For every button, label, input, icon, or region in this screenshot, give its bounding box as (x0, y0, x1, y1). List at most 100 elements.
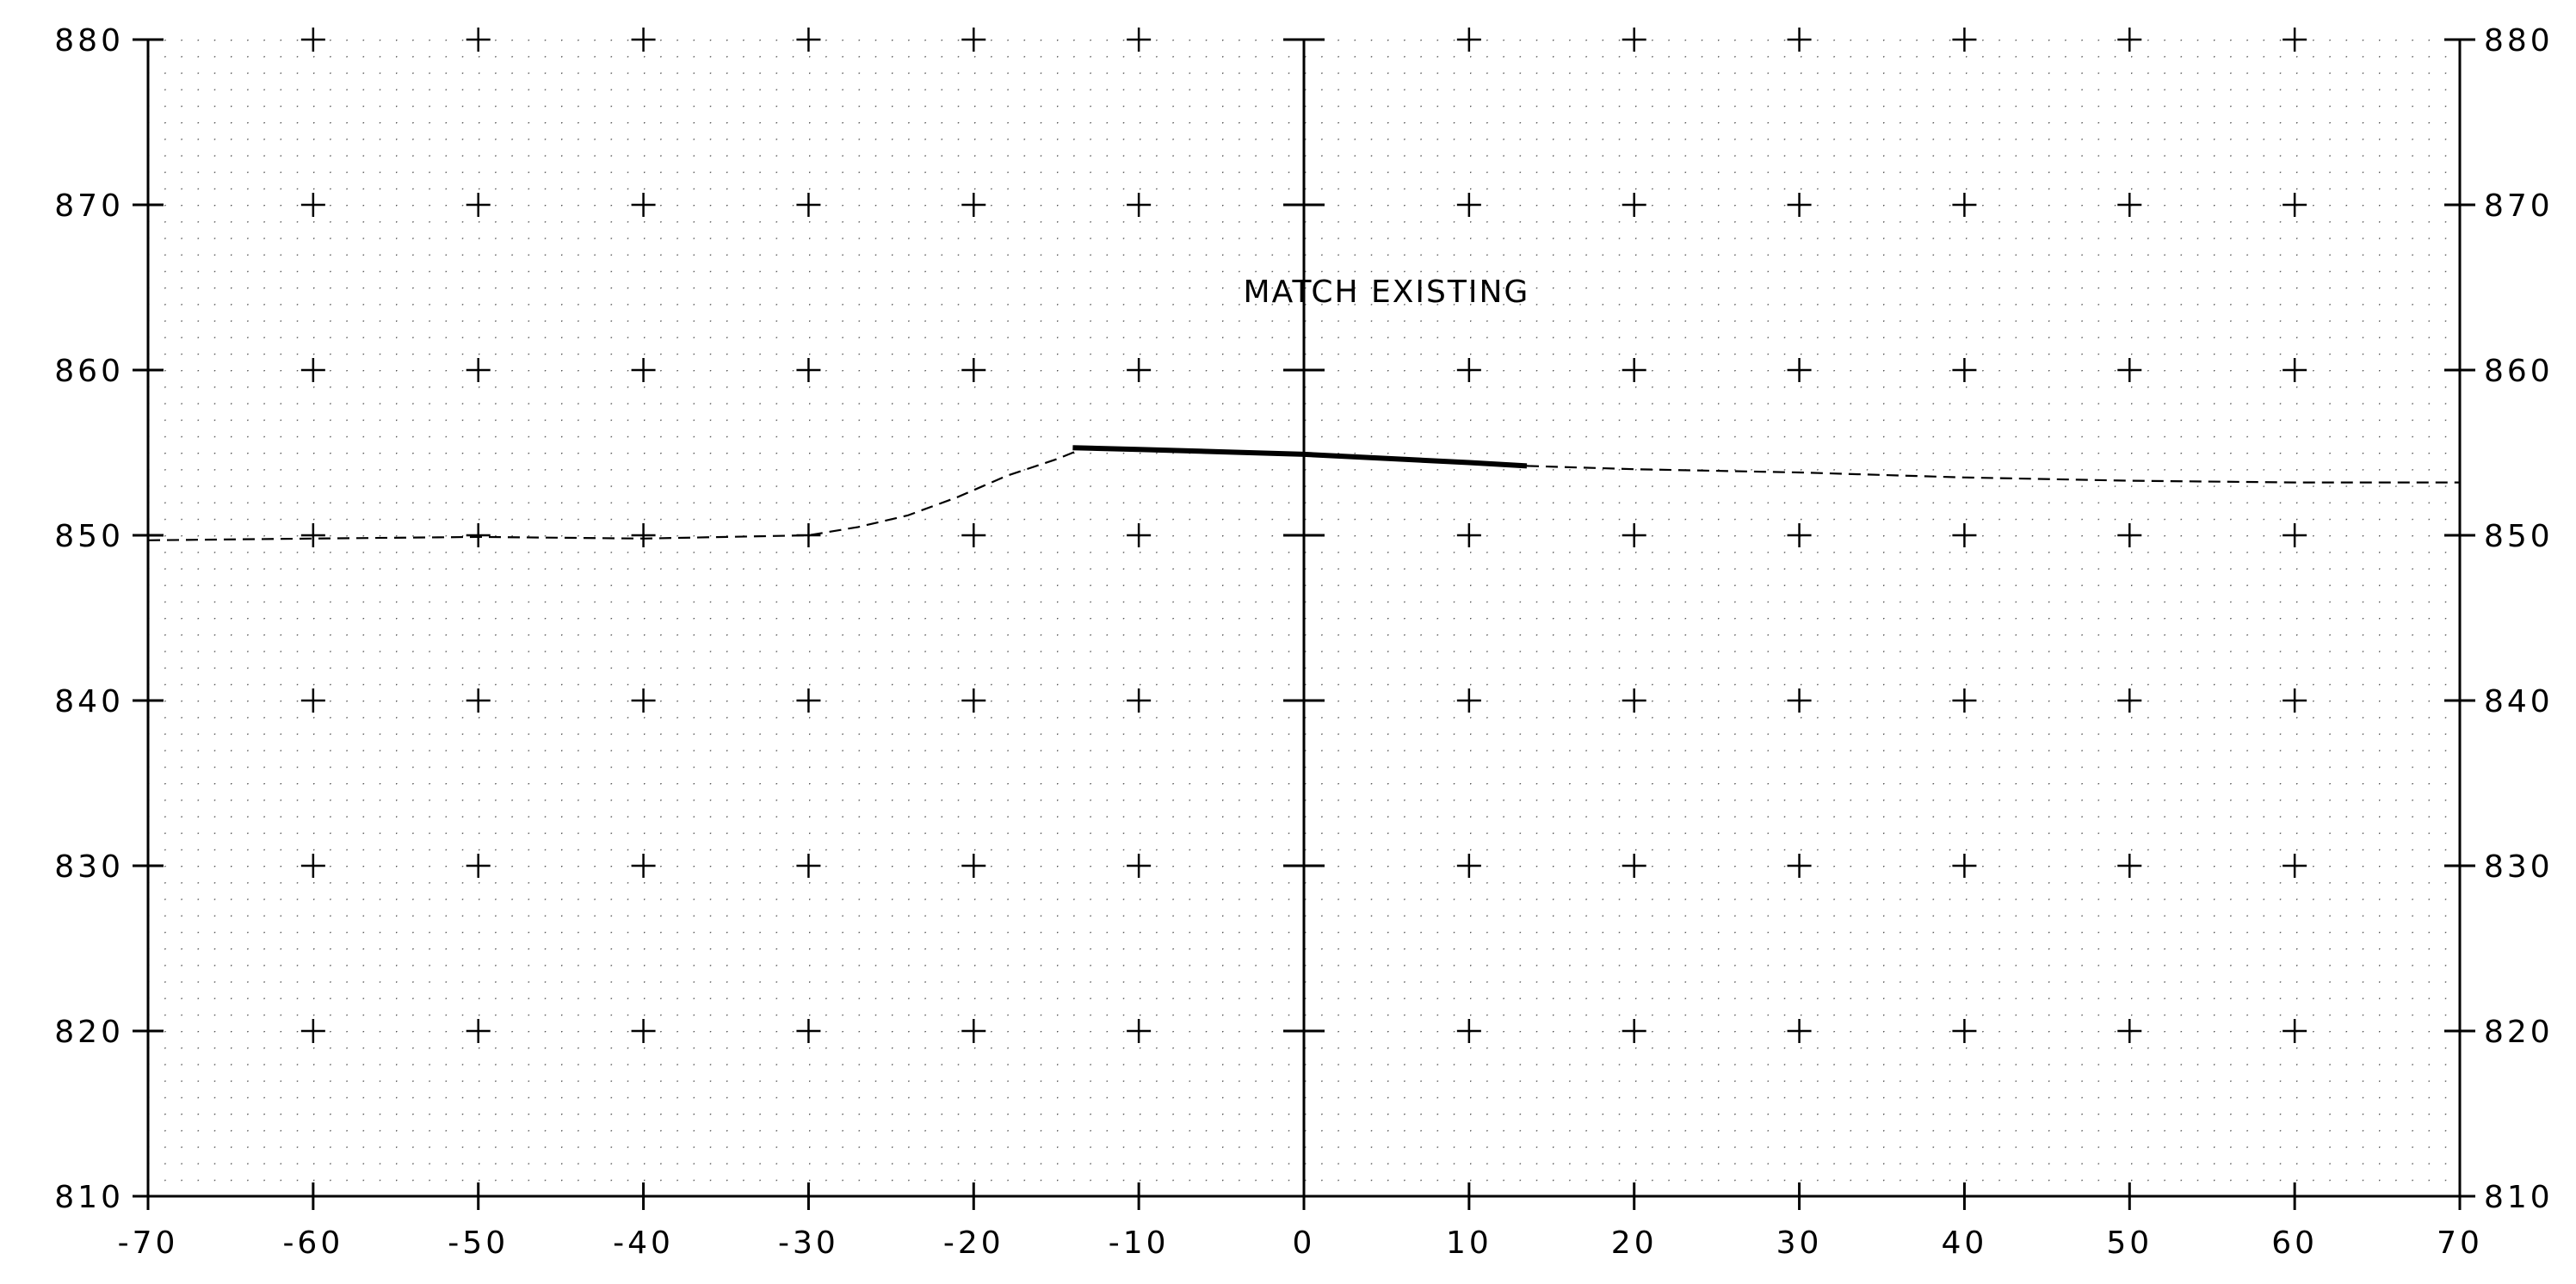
x-tick-label: -30 (778, 1225, 839, 1261)
grid-cross (300, 28, 325, 52)
y-tick-label-right: 840 (2484, 684, 2554, 719)
y-tick-label-left: 870 (54, 188, 124, 224)
grid-cross (1456, 688, 1481, 713)
grid-cross (1787, 1019, 1812, 1043)
grid-cross (1952, 688, 1977, 713)
grid-cross (1952, 854, 1977, 878)
grid-cross (1456, 1019, 1481, 1043)
grid-cross (2117, 193, 2142, 217)
grid-cross (961, 358, 986, 382)
grid-cross (631, 523, 656, 547)
grid-cross (961, 28, 986, 52)
grid-cross (466, 1019, 491, 1043)
y-tick-label-left: 830 (54, 849, 124, 885)
y-tick-label-right: 810 (2484, 1180, 2554, 1215)
grid-cross (796, 358, 821, 382)
grid-cross (631, 688, 656, 713)
y-tick-label-right: 830 (2484, 849, 2554, 885)
grid-cross (631, 1019, 656, 1043)
grid-cross (1952, 358, 1977, 382)
grid-cross (1127, 688, 1152, 713)
y-tick-label-right: 860 (2484, 354, 2554, 389)
grid-cross (1127, 854, 1152, 878)
y-tick-label-left: 880 (54, 23, 124, 59)
grid-cross (1622, 523, 1646, 547)
series-layer (147, 445, 2460, 541)
y-tick-label-right: 850 (2484, 519, 2554, 554)
grid-cross (1787, 688, 1812, 713)
grid-cross (1127, 28, 1152, 52)
existing-ground-line (147, 448, 1082, 541)
grid-cross (1787, 854, 1812, 878)
grid-cross (1787, 523, 1812, 547)
x-tick-label: -70 (118, 1225, 179, 1261)
grid-cross (961, 193, 986, 217)
x-tick-label: 20 (1611, 1225, 1658, 1261)
tick-labels: 810 810 820 820 830 830 840 840 850 850 860 860 870 8… (54, 23, 2554, 1261)
y-tick-label-right: 870 (2484, 188, 2554, 224)
grid-cross (2283, 28, 2307, 52)
y-tick-label-left: 850 (54, 519, 124, 554)
y-tick-label-left: 820 (54, 1015, 124, 1050)
grid-cross (796, 193, 821, 217)
grid-cross (466, 28, 491, 52)
x-tick-label: -60 (282, 1225, 343, 1261)
x-tick-label: 40 (1942, 1225, 1988, 1261)
grid-cross (1952, 28, 1977, 52)
x-tick-label: 10 (1446, 1225, 1492, 1261)
axes (133, 38, 2475, 1210)
grid-cross (2283, 523, 2307, 547)
grid-cross (1787, 193, 1812, 217)
grid-cross (466, 688, 491, 713)
grid-cross (1622, 1019, 1646, 1043)
grid-cross (796, 854, 821, 878)
existing-ground-line (1526, 465, 2460, 484)
x-tick-label: 50 (2106, 1225, 2153, 1261)
grid-cross (2117, 358, 2142, 382)
grid-cross (300, 854, 325, 878)
grid-cross (1952, 193, 1977, 217)
grid-cross (961, 688, 986, 713)
y-tick-label-left: 810 (54, 1180, 124, 1215)
grid-cross (300, 193, 325, 217)
grid-cross (631, 28, 656, 52)
grid-cross (961, 1019, 986, 1043)
grid-cross (1952, 523, 1977, 547)
x-tick-label: 60 (2271, 1225, 2318, 1261)
x-tick-label: 30 (1776, 1225, 1823, 1261)
annotation-label: MATCH EXISTING (1244, 275, 1530, 310)
y-tick-label-right: 880 (2484, 23, 2554, 59)
grid-cross (1622, 193, 1646, 217)
grid-cross (1127, 193, 1152, 217)
x-tick-label: -20 (943, 1225, 1004, 1261)
x-tick-label: 0 (1293, 1225, 1316, 1261)
grid-cross (1127, 523, 1152, 547)
x-tick-label: -40 (613, 1225, 674, 1261)
grid-cross (1456, 358, 1481, 382)
grid-cross (631, 854, 656, 878)
grid-cross (1456, 193, 1481, 217)
grid-cross (2283, 1019, 2307, 1043)
grid-cross (466, 193, 491, 217)
grid-cross (2283, 854, 2307, 878)
grid-cross (1127, 1019, 1152, 1043)
grid-cross (300, 688, 325, 713)
grid-cross (1622, 854, 1646, 878)
grid-cross (300, 1019, 325, 1043)
grid-cross (2283, 193, 2307, 217)
grid-cross (2283, 358, 2307, 382)
grid-cross (300, 358, 325, 382)
grid-cross (1952, 1019, 1977, 1043)
grid-cross (796, 688, 821, 713)
grid-cross (1622, 358, 1646, 382)
grid-cross (2283, 688, 2307, 713)
grid-cross (796, 28, 821, 52)
grid-cross (1127, 358, 1152, 382)
grid-cross (631, 193, 656, 217)
grid-cross (300, 523, 325, 547)
grid-cross (466, 523, 491, 547)
grid-cross (2117, 523, 2142, 547)
proposed-grade-line (1072, 445, 1528, 469)
